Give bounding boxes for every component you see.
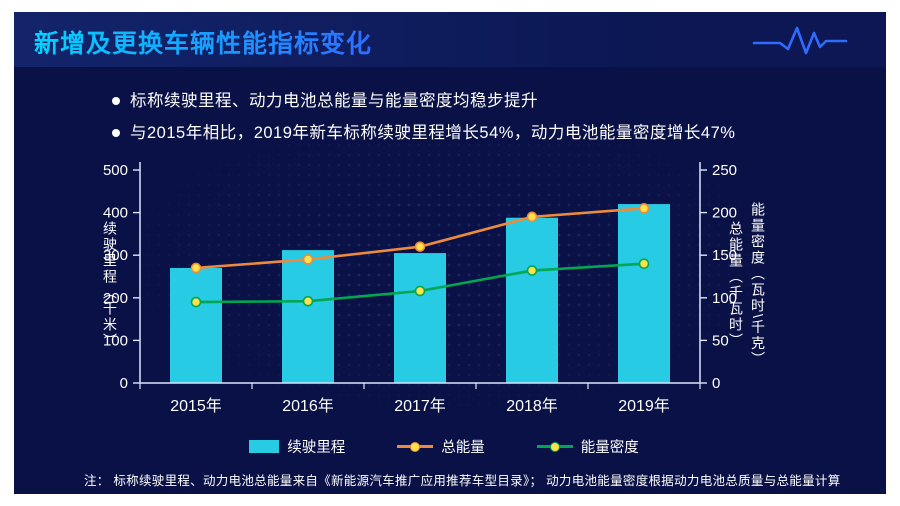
left-tick-label: 100 bbox=[103, 332, 128, 349]
left-tick-label: 200 bbox=[103, 290, 128, 307]
legend-bar-swatch bbox=[249, 440, 280, 453]
footnote: 注： 标称续驶里程、动力电池总能量来自《新能源汽车推广应用推荐车型目录》； 动力… bbox=[84, 474, 841, 488]
right-tick-label: 150 bbox=[712, 247, 737, 264]
legend-item-density: 能量密度 bbox=[536, 436, 639, 457]
x-axis-label: 2018年 bbox=[506, 397, 558, 415]
legend-label: 能量密度 bbox=[580, 440, 639, 456]
bullet-list: 标称续驶里程、动力电池总能量与能量密度均稳步提升 与2015年相比，2019年新… bbox=[112, 88, 735, 152]
right-tick-label: 0 bbox=[712, 375, 720, 392]
data-point-density bbox=[638, 258, 650, 270]
legend-item-energy: 总能量 bbox=[397, 436, 485, 457]
data-point-energy bbox=[414, 241, 426, 252]
bullet-item: 与2015年相比，2019年新车标称续驶里程增长54%，动力电池能量密度增长47… bbox=[112, 120, 735, 146]
data-point-density bbox=[526, 265, 538, 276]
left-axis-title: 续驶里程（千米） bbox=[102, 221, 118, 349]
right-tick-label: 200 bbox=[712, 205, 737, 222]
bullet-item: 标称续驶里程、动力电池总能量与能量密度均稳步提升 bbox=[112, 88, 735, 114]
header: 新增及更换车辆性能指标变化 bbox=[14, 12, 886, 67]
data-point-energy bbox=[638, 203, 650, 214]
page-title: 新增及更换车辆性能指标变化 bbox=[34, 24, 372, 60]
bar-range bbox=[170, 267, 222, 383]
legend-marker-dot bbox=[549, 441, 560, 452]
bullet-text: 标称续驶里程、动力电池总能量与能量密度均稳步提升 bbox=[130, 92, 538, 110]
legend-label: 总能量 bbox=[441, 440, 485, 456]
bullet-icon bbox=[112, 129, 120, 137]
right-axis-title-density: 能量密度（瓦时\千克） bbox=[750, 202, 766, 368]
data-point-energy bbox=[190, 262, 202, 274]
slide: 新增及更换车辆性能指标变化 标称续驶里程、动力电池总能量与能量密度均稳步提升 与… bbox=[14, 12, 886, 494]
left-tick-label: 500 bbox=[103, 162, 128, 179]
x-axis-label: 2017年 bbox=[394, 397, 446, 415]
data-point-density bbox=[302, 295, 314, 307]
right-tick-label: 100 bbox=[712, 290, 737, 307]
heartbeat-icon bbox=[752, 26, 848, 55]
right-tick-label: 250 bbox=[712, 162, 737, 179]
data-point-density bbox=[414, 285, 426, 297]
bullet-text: 与2015年相比，2019年新车标称续驶里程增长54%，动力电池能量密度增长47… bbox=[130, 124, 736, 142]
x-axis-label: 2016年 bbox=[282, 397, 334, 415]
legend-label: 续驶里程 bbox=[287, 440, 346, 456]
left-tick-label: 400 bbox=[103, 205, 128, 222]
data-point-energy bbox=[302, 254, 314, 265]
bar-range bbox=[506, 217, 558, 383]
bar-range bbox=[618, 204, 670, 383]
left-tick-label: 300 bbox=[103, 247, 128, 264]
legend-item-range: 续驶里程 bbox=[249, 436, 345, 457]
x-axis-label: 2015年 bbox=[170, 397, 222, 415]
right-axis-title-energy: 总能量（千瓦时） bbox=[728, 221, 744, 349]
bar-range bbox=[394, 253, 446, 383]
left-tick-label: 0 bbox=[120, 375, 128, 392]
legend-marker-dot bbox=[410, 441, 421, 452]
x-axis-label: 2019年 bbox=[618, 397, 670, 415]
legend-line-swatch bbox=[536, 441, 573, 452]
data-point-density bbox=[190, 296, 202, 308]
chart-legend: 续驶里程 总能量 能量密度 bbox=[124, 436, 764, 457]
bar-range bbox=[282, 250, 334, 383]
right-tick-label: 50 bbox=[712, 332, 729, 349]
combo-chart: 0 100 200 300 400 500 0 50 100 150 200 250 2015年 2016… bbox=[103, 162, 737, 415]
data-point-energy bbox=[526, 211, 538, 223]
legend-line-swatch bbox=[397, 441, 434, 452]
bullet-icon bbox=[112, 97, 120, 105]
